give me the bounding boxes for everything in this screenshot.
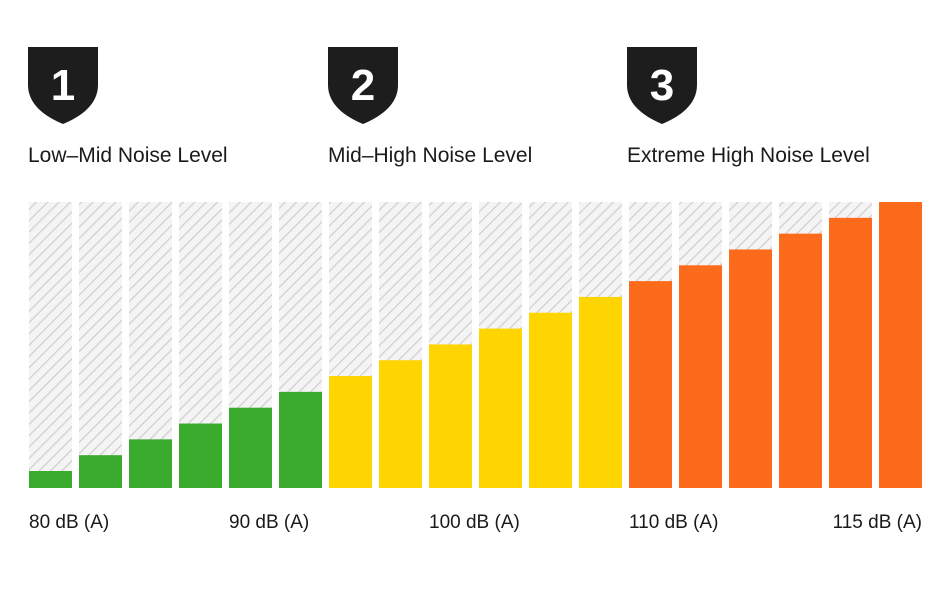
level-title: Extreme High Noise Level (627, 144, 870, 167)
bar (479, 328, 522, 488)
bar-background (29, 202, 72, 488)
shield-icon (627, 47, 697, 124)
bar (229, 407, 272, 488)
bar (729, 249, 772, 488)
x-tick-label: 100 dB (A) (429, 512, 520, 533)
x-tick-label: 80 dB (A) (29, 512, 109, 533)
x-tick-label: 90 dB (A) (229, 512, 309, 533)
bars (29, 202, 922, 488)
bar (429, 344, 472, 488)
bar (829, 217, 872, 488)
bar (329, 376, 372, 488)
bar (679, 265, 722, 488)
bar (629, 281, 672, 488)
bar (379, 360, 422, 488)
bar (779, 233, 822, 488)
bar (579, 296, 622, 488)
level-title: Mid–High Noise Level (328, 144, 532, 167)
level-header-2: 2 Mid–High Noise Level (328, 47, 532, 167)
level-number: 2 (351, 61, 375, 110)
bar (79, 455, 122, 488)
bar (879, 202, 922, 488)
bar-background (79, 202, 122, 488)
x-tick-labels: 80 dB (A) 90 dB (A) 100 dB (A) 110 dB (A) 11… (29, 512, 922, 533)
bar (179, 423, 222, 488)
bar (279, 391, 322, 488)
bar (29, 471, 72, 488)
level-header-1: 1 Low–Mid Noise Level (28, 47, 228, 167)
bar (129, 439, 172, 488)
bar (529, 312, 572, 488)
level-title: Low–Mid Noise Level (28, 144, 228, 167)
shield-icon (328, 47, 398, 124)
level-number: 1 (51, 61, 75, 110)
shield-icon (28, 47, 98, 124)
level-header-3: 3 Extreme High Noise Level (627, 47, 870, 167)
x-tick-label: 115 dB (A) (833, 512, 922, 533)
level-number: 3 (650, 61, 674, 110)
x-tick-label: 110 dB (A) (629, 512, 718, 533)
